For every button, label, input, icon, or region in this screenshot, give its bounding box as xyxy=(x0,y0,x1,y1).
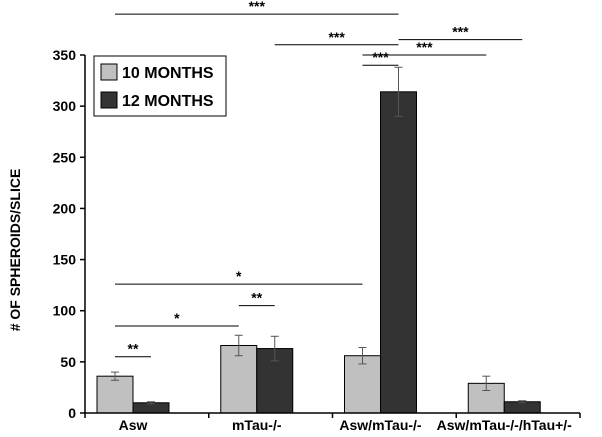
legend: 10 MONTHS 12 MONTHS xyxy=(93,55,227,117)
bar xyxy=(132,402,170,414)
significance-label: *** xyxy=(372,49,389,65)
y-tick-label: 250 xyxy=(53,149,77,165)
y-axis: 0 50 100 150 200 250 300 350 xyxy=(53,47,86,421)
legend-swatch-12-months xyxy=(100,91,118,109)
significance-annotations: *************** ****** xyxy=(115,0,523,358)
legend-swatch-10-months xyxy=(100,63,118,81)
y-tick-label: 0 xyxy=(68,405,76,421)
y-tick-label: 200 xyxy=(53,200,77,216)
error-bars xyxy=(111,66,527,405)
significance-label: *** xyxy=(328,29,345,45)
bars xyxy=(96,91,541,414)
legend-label-12-months: 12 MONTHS xyxy=(122,93,214,110)
y-tick-label: 300 xyxy=(53,98,77,114)
y-tick-label: 50 xyxy=(60,354,76,370)
x-category-label: mTau-/- xyxy=(232,417,282,433)
significance-label: *** xyxy=(416,39,433,55)
x-category-label: Asw/mTau-/- xyxy=(339,417,422,433)
significance-label: ** xyxy=(251,290,262,306)
significance-label: ** xyxy=(128,341,139,357)
y-tick-label: 150 xyxy=(53,252,77,268)
legend-label-10-months: 10 MONTHS xyxy=(122,65,214,82)
bar xyxy=(380,91,417,414)
significance-label: * xyxy=(236,268,242,284)
x-category-label: Asw/mTau-/-/hTau+/- xyxy=(437,417,573,433)
significance-label: * xyxy=(174,310,180,326)
bar xyxy=(96,375,134,414)
y-axis-title: # OF SPHEROIDS/SLICE xyxy=(7,169,23,332)
y-tick-label: 100 xyxy=(53,303,77,319)
significance-label: *** xyxy=(249,0,266,14)
x-axis: Asw mTau-/- Asw/mTau-/- Asw/mTau-/-/hTau+/- xyxy=(84,412,581,433)
x-category-label: Asw xyxy=(119,417,148,433)
significance-label: *** xyxy=(452,24,469,40)
bar xyxy=(503,401,541,414)
y-tick-label: 350 xyxy=(53,47,77,63)
